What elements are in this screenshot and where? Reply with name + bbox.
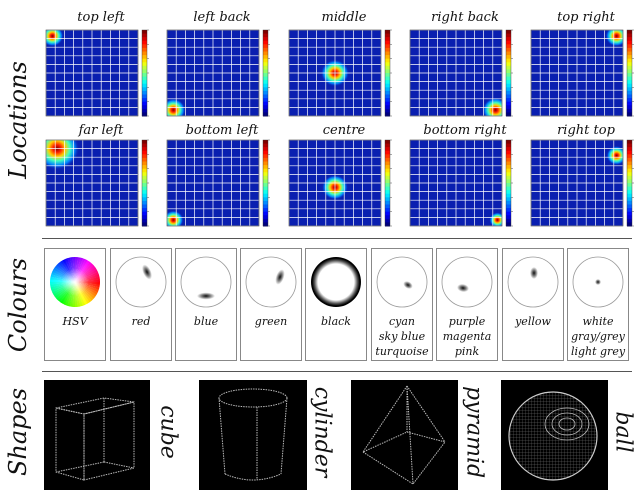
section-label-locations: Locations (4, 61, 32, 179)
location-title: right top (557, 123, 615, 138)
shape-label-cube: cube (155, 405, 181, 459)
colour-panel: cyan sky blue turquoise (371, 248, 433, 361)
colour-label: HSV (45, 314, 105, 329)
cylinder-image (199, 380, 307, 490)
colour-panel: blue (175, 248, 237, 361)
colour-label: black (306, 314, 366, 329)
location-heatmap (45, 139, 149, 227)
colour-label: white gray/grey light grey (568, 314, 628, 359)
section-label-colours: Colours (4, 257, 32, 353)
colour-wheel-icon (50, 257, 100, 307)
colour-label-line: HSV (62, 315, 88, 328)
location-title: left back (193, 10, 251, 25)
colour-label: red (111, 314, 171, 329)
colour-wheel-icon (507, 256, 559, 308)
colour-panel: HSV (44, 248, 106, 361)
location-heatmap (530, 29, 634, 117)
shape-label-pyramid: pyramid (461, 385, 487, 479)
location-heatmap (288, 29, 392, 117)
location-title: bottom right (423, 123, 507, 138)
heat-blob (46, 140, 80, 170)
colour-label-line: magenta (442, 330, 492, 343)
ball-image (501, 380, 608, 490)
location-title: middle (321, 10, 367, 25)
colour-panel: red (110, 248, 172, 361)
cylinder-wireframe-icon (218, 388, 288, 481)
section-label-shapes: Shapes (4, 387, 32, 477)
colour-label-line: sky blue (378, 330, 426, 343)
colour-label-line: purple (448, 315, 486, 328)
colour-label-line: red (131, 315, 151, 328)
location-heatmap (166, 29, 270, 117)
cube-image (44, 380, 150, 490)
location-title: centre (322, 123, 366, 138)
location-heatmap (409, 139, 513, 227)
colour-label-line: pink (454, 345, 480, 358)
colour-label-line: cyan (388, 315, 416, 328)
colour-label-line: turquoise (375, 345, 429, 358)
colour-label-line: gray/grey (571, 330, 625, 343)
shape-label-cylinder: cylinder (309, 386, 335, 478)
colour-label-line: blue (193, 315, 219, 328)
colour-label-line: white (582, 315, 614, 328)
pyramid-image (351, 380, 458, 490)
location-heatmap (530, 139, 634, 227)
colour-wheel-icon (572, 256, 624, 308)
location-heatmap (45, 29, 149, 117)
colour-wheel-icon (245, 256, 297, 308)
colour-panel: black (305, 248, 367, 361)
pyramid-wireframe-icon (362, 385, 446, 485)
colour-label-line: light grey (570, 345, 626, 358)
location-title: top right (557, 10, 615, 25)
colour-label-line: yellow (515, 315, 551, 328)
heat-blob (489, 212, 502, 226)
cube-wireframe-icon (55, 397, 135, 481)
heat-blob (167, 210, 184, 226)
colour-label: green (241, 314, 301, 329)
location-title: right back (431, 10, 499, 25)
colour-label: yellow (503, 314, 563, 329)
location-heatmap (409, 29, 513, 117)
heat-blob (606, 145, 623, 166)
location-title: far left (78, 123, 124, 138)
colour-panel: green (240, 248, 302, 361)
colour-label: purple magenta pink (437, 314, 497, 359)
colour-label: cyan sky blue turquoise (372, 314, 432, 359)
colour-wheel-icon (115, 256, 167, 308)
colour-label: blue (176, 314, 236, 329)
colour-wheel-icon (180, 256, 232, 308)
heat-blob (482, 97, 502, 116)
colour-wheel-icon (311, 257, 361, 307)
colour-label-line: green (254, 315, 288, 328)
divider-bottom (42, 371, 632, 372)
location-heatmap (166, 139, 270, 227)
location-title: top left (77, 10, 125, 25)
location-title: bottom left (185, 123, 259, 138)
colour-wheel-icon (441, 256, 493, 308)
colour-panel: white gray/grey light grey (567, 248, 629, 361)
shape-label-ball: ball (610, 411, 634, 453)
colour-panel: purple magenta pink (436, 248, 498, 361)
colour-label-line: black (321, 315, 351, 328)
colour-panel: yellow (502, 248, 564, 361)
location-heatmap (288, 139, 392, 227)
colour-wheel-icon (376, 256, 428, 308)
divider-top (42, 238, 632, 239)
ball-wireframe-icon (508, 391, 598, 481)
